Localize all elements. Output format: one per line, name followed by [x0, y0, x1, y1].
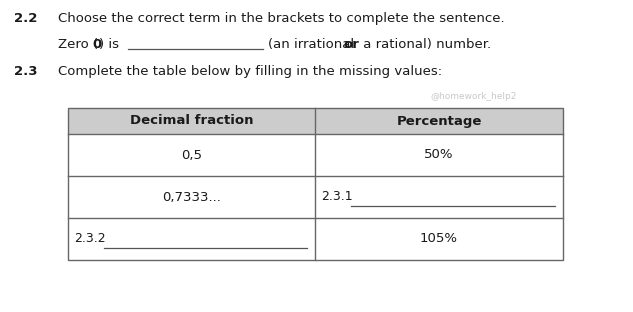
Bar — [68, 108, 563, 260]
Text: 50%: 50% — [424, 149, 454, 162]
Text: 2.3.2: 2.3.2 — [74, 232, 106, 246]
Text: @homework_help2: @homework_help2 — [430, 92, 517, 101]
Text: 2.2: 2.2 — [14, 12, 37, 25]
Text: 0: 0 — [92, 38, 101, 51]
Text: Choose the correct term in the brackets to complete the sentence.: Choose the correct term in the brackets … — [58, 12, 505, 25]
Text: Zero (: Zero ( — [58, 38, 98, 51]
Text: Percentage: Percentage — [396, 115, 482, 128]
Text: ) is: ) is — [99, 38, 119, 51]
Text: Decimal fraction: Decimal fraction — [130, 115, 253, 128]
Text: a rational) number.: a rational) number. — [359, 38, 491, 51]
Text: 0,5: 0,5 — [181, 149, 202, 162]
Text: or: or — [343, 38, 359, 51]
Text: 2.3.1: 2.3.1 — [321, 191, 353, 203]
Text: 0,7333...: 0,7333... — [162, 191, 221, 203]
Text: (an irrational: (an irrational — [268, 38, 358, 51]
Text: 2.3: 2.3 — [14, 65, 37, 78]
Text: 105%: 105% — [420, 232, 458, 246]
Text: Complete the table below by filling in the missing values:: Complete the table below by filling in t… — [58, 65, 442, 78]
Bar — [68, 108, 563, 134]
